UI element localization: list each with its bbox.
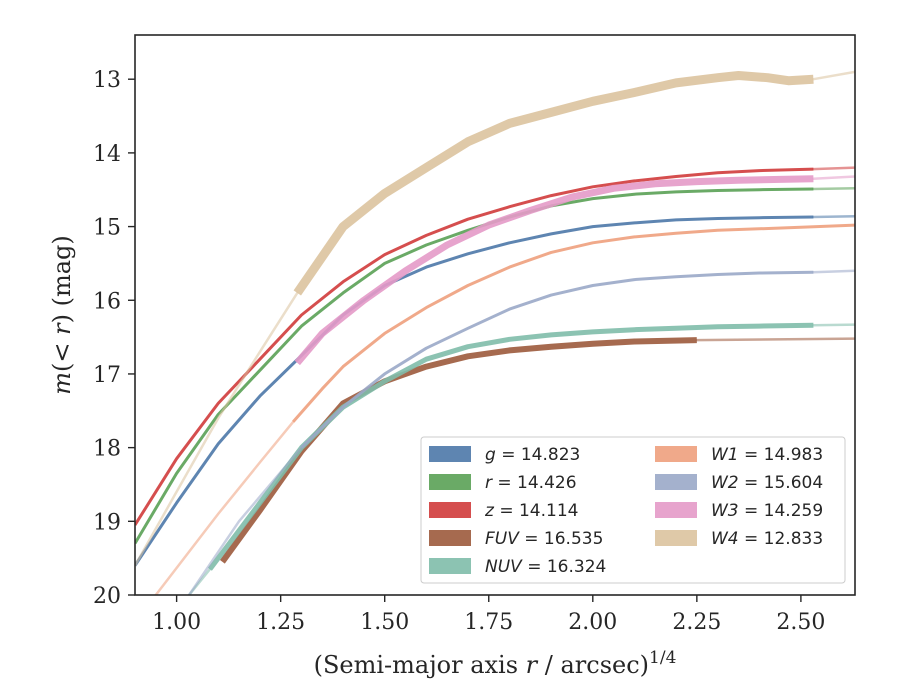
- legend-items: g = 14.823 r = 14.426 z = 14.114 FUV = 16.5…: [429, 445, 823, 577]
- x-axis-label: (Semi-major axis r / arcsec)1/4: [314, 648, 677, 679]
- y-tick-label: 20: [93, 584, 121, 609]
- legend-label-nuv: NUV = 16.324: [485, 557, 606, 577]
- series-r-extension: [812, 187, 855, 191]
- series-w4-extension: [135, 291, 299, 567]
- y-axis-label: m(< r) (mag): [48, 235, 76, 395]
- legend-swatch-w3: [655, 502, 697, 518]
- series-g-line: [135, 215, 814, 567]
- series-w4-extension-outer: [812, 70, 855, 81]
- series-w3-line: [294, 175, 814, 366]
- legend-swatch-r: [429, 474, 471, 490]
- series-z-extension: [812, 166, 855, 171]
- x-tick-label: 1.25: [256, 610, 305, 635]
- series-w2-extension-outer: [812, 269, 855, 274]
- series-w1-extension: [154, 420, 295, 595]
- legend-label-fuv: FUV = 16.535: [485, 529, 603, 549]
- legend-swatch-g: [429, 446, 471, 462]
- y-tick-label: 19: [93, 510, 121, 535]
- series-w2-extension: [187, 446, 303, 595]
- x-tick-label: 1.75: [464, 610, 513, 635]
- legend-swatch-z: [429, 502, 471, 518]
- legend-label-g: g = 14.823: [485, 445, 580, 465]
- y-tick-label: 18: [93, 437, 121, 462]
- x-axis-ticks: 1.00 1.25 1.50 1.75 2.00 2.25 2.50: [152, 595, 825, 635]
- x-tick-label: 2.00: [568, 610, 617, 635]
- y-tick-label: 17: [93, 363, 121, 388]
- legend-label-w3: W3 = 14.259: [711, 501, 823, 521]
- legend-swatch-fuv: [429, 530, 471, 546]
- series-w2-line: [300, 270, 814, 449]
- series-fuv-line: [219, 337, 697, 564]
- series-layer: [135, 70, 855, 595]
- series-w3-extension: [812, 175, 855, 180]
- legend-swatch-w4: [655, 530, 697, 546]
- legend-swatch-w2: [655, 474, 697, 490]
- x-tick-label: 1.50: [360, 610, 409, 635]
- series-r-line: [135, 187, 814, 545]
- series-w4-line: [293, 71, 814, 296]
- legend-label-w4: W4 = 12.833: [711, 529, 823, 549]
- y-axis-ticks: 13 14 15 16 17 18 19 20: [93, 68, 135, 609]
- legend-label-z: z = 14.114: [484, 501, 578, 521]
- legend-swatch-nuv: [429, 558, 471, 574]
- y-tick-label: 15: [93, 216, 121, 241]
- legend-label-r: r = 14.426: [485, 473, 577, 493]
- y-tick-label: 14: [93, 142, 121, 167]
- y-tick-label: 16: [93, 289, 121, 314]
- legend: g = 14.823 r = 14.426 z = 14.114 FUV = 16.5…: [420, 436, 846, 584]
- legend-frame: [420, 436, 846, 584]
- legend-label-w2: W2 = 15.604: [711, 473, 823, 493]
- y-tick-label: 13: [93, 68, 121, 93]
- series-g-extension: [812, 215, 855, 219]
- legend-label-w1: W1 = 14.983: [711, 445, 823, 465]
- plot-frame: [134, 34, 856, 596]
- x-tick-label: 2.50: [776, 610, 825, 635]
- legend-swatch-w1: [655, 446, 697, 462]
- series-fuv-extension: [695, 337, 855, 342]
- x-tick-label: 1.00: [152, 610, 201, 635]
- x-tick-label: 2.25: [672, 610, 721, 635]
- series-nuv-extension-outer: [812, 323, 855, 327]
- series-w1-line: [292, 223, 855, 423]
